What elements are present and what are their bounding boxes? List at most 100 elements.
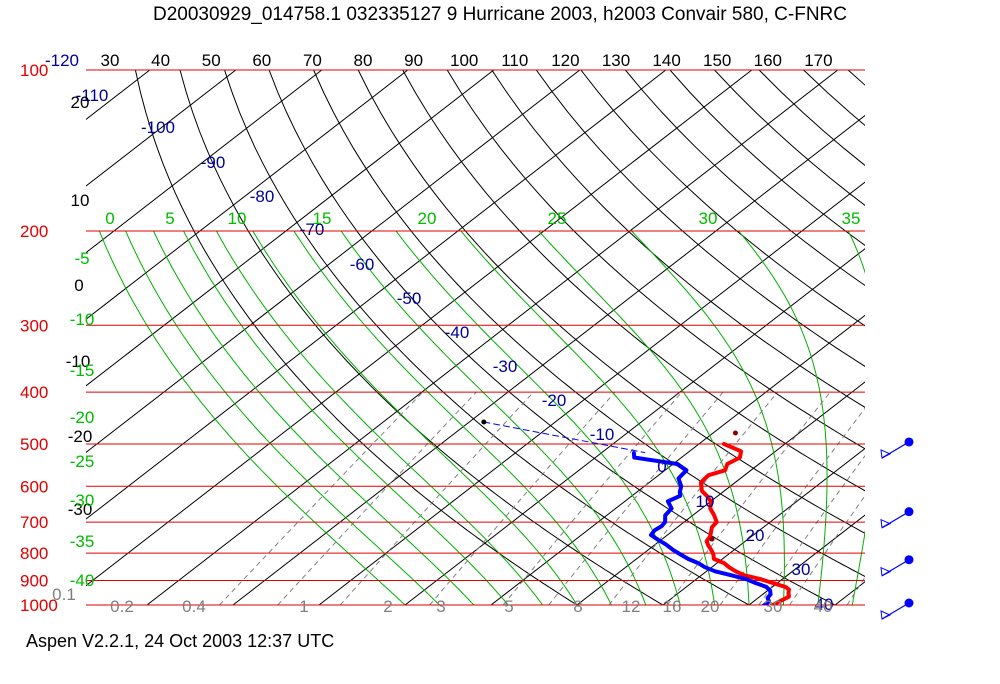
wind-barbs (880, 437, 914, 620)
theta-e-label: 0 (105, 209, 114, 228)
dry-adiabat-line (982, 70, 1000, 605)
theta-e-label: -20 (70, 408, 95, 427)
chart-title: D20030929_014758.1 032335127 9 Hurricane… (153, 4, 847, 25)
isotherm-label: -10 (590, 425, 615, 444)
left-temperature-label: 10 (71, 191, 90, 210)
potential-temperature-label: 80 (354, 51, 373, 70)
isotherm-line (490, 314, 865, 605)
isotherm-line (662, 447, 865, 605)
wind-barb (880, 598, 914, 620)
dry-adiabat-line (580, 70, 865, 327)
chart-footer: Aspen V2.2.1, 24 Oct 2003 12:37 UTC (26, 631, 335, 651)
isotherm-line (86, 70, 409, 320)
theta-e-label: 15 (313, 209, 332, 228)
isotherm-label: -60 (350, 255, 375, 274)
potential-temperature-label: 40 (151, 51, 170, 70)
dry-adiabat-line (268, 70, 836, 605)
dry-adiabat-line (893, 70, 1000, 605)
temperature-line (698, 441, 791, 605)
isotherm-line (86, 70, 237, 187)
pressure-label: 500 (20, 435, 48, 454)
left-temperature-label: -30 (68, 500, 93, 519)
pressure-label: 300 (20, 316, 48, 335)
potential-temperature-label: 70 (303, 51, 322, 70)
moist-adiabat-line (98, 230, 406, 605)
mixing-ratio-label: 30 (764, 597, 783, 616)
mixing-ratio-label: 40 (814, 597, 833, 616)
isotherm-line (576, 381, 865, 605)
isotherm-label: -120 (45, 51, 79, 70)
theta-e-label: 30 (699, 209, 718, 228)
dry-adiabat-line (402, 70, 865, 492)
isotherm-line (748, 514, 865, 605)
sounding-marker (481, 419, 487, 425)
potential-temperature-label: 90 (404, 51, 423, 70)
potential-temperature-label: 100 (450, 51, 478, 70)
sounding-marker (732, 430, 738, 436)
isotherm-line (834, 581, 865, 605)
pressure-label: 600 (20, 477, 48, 496)
theta-e-label: 10 (228, 209, 247, 228)
isotherm-line (146, 70, 839, 605)
mixing-ratio-line (789, 494, 865, 605)
pressure-label: 400 (20, 383, 48, 402)
isotherm-line (86, 70, 495, 387)
moist-adiabat-line (153, 230, 475, 605)
isotherm-line (232, 114, 865, 605)
pressure-label: 1000 (20, 596, 58, 615)
mixing-ratio-label: 1 (299, 597, 308, 616)
isotherm-line (404, 248, 865, 605)
potential-temperature-label: 30 (101, 51, 120, 70)
mixing-ratio-label: 12 (622, 597, 641, 616)
isotherm-line (86, 70, 323, 254)
left-temperature-label: -20 (68, 427, 93, 446)
dewpoint-extension-line (483, 421, 646, 454)
isotherm-label: -30 (493, 357, 518, 376)
moist-adiabat-line (887, 231, 947, 605)
isotherm-line (86, 70, 581, 454)
isotherm-label: -80 (250, 187, 275, 206)
sounding-marker (709, 536, 715, 542)
isotherm-label: 30 (792, 560, 811, 579)
mixing-ratio-label: 16 (663, 597, 682, 616)
dry-adiabat-line (357, 70, 865, 534)
isotherm-line (86, 70, 667, 520)
isotherm-label: -90 (201, 153, 226, 172)
potential-temperature-label: 140 (652, 51, 680, 70)
isotherm-label: 0 (657, 457, 666, 476)
pressure-lines (86, 69, 865, 606)
theta-e-label: -15 (70, 361, 95, 380)
mixing-ratio-line (889, 392, 1000, 605)
dry-adiabat-line (224, 70, 750, 605)
dry-adiabat-line (491, 70, 865, 408)
wind-barb (880, 437, 914, 459)
grid-layer (86, 70, 1000, 605)
mixing-ratio-label: 5 (504, 597, 513, 616)
mixing-ratio-line (339, 391, 534, 605)
pressure-label: 700 (20, 513, 48, 532)
dry-adiabat-line (446, 70, 865, 450)
dry-adiabat-line (313, 70, 865, 578)
theta-e-label: -35 (70, 532, 95, 551)
dry-adiabat-line (535, 70, 865, 367)
pressure-label: 100 (20, 61, 48, 80)
theta-e-label: -30 (70, 491, 95, 510)
potential-temperature-label: 170 (804, 51, 832, 70)
theta-e-label: -10 (70, 310, 95, 329)
dry-adiabat-line (669, 70, 865, 246)
isotherm-label: -100 (141, 118, 175, 137)
isotherm-label: -110 (76, 86, 109, 105)
dry-adiabat-line (179, 70, 664, 605)
mixing-ratio-label: 0.4 (182, 597, 206, 616)
mixing-ratio-line (758, 454, 865, 605)
theta-e-label: 35 (842, 209, 861, 228)
moist-adiabat-line (252, 230, 578, 605)
left-temperature-label: 0 (74, 276, 83, 295)
theta-e-label: -40 (70, 571, 95, 590)
theta-e-label: 20 (418, 209, 437, 228)
isotherm-line (921, 70, 1000, 605)
moist-adiabat-line (460, 230, 716, 605)
pressure-label: 900 (20, 572, 48, 591)
